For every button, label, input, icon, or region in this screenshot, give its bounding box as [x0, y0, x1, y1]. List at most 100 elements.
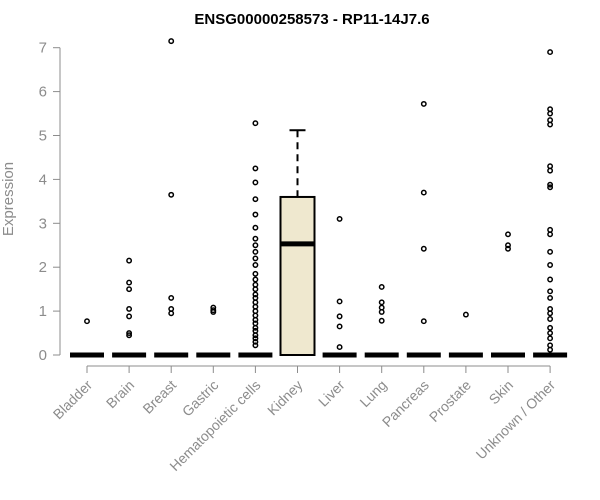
outlier-point: [252, 165, 259, 172]
chart-title: ENSG00000258573 - RP11-14J7.6: [194, 11, 429, 28]
y-tick-label: 5: [39, 128, 47, 145]
x-tick-label: Liver: [315, 377, 348, 410]
outlier-point: [252, 286, 259, 293]
outlier-point: [420, 189, 427, 196]
box-group: [406, 100, 441, 358]
outlier-point: [252, 262, 259, 268]
outlier-point: [168, 191, 175, 198]
outlier-point: [168, 294, 175, 301]
outlier-point: [547, 181, 554, 188]
x-tick-label: Prostate: [426, 377, 474, 425]
box-group: [364, 284, 399, 358]
outlier-point: [252, 270, 259, 277]
box-rect: [279, 195, 316, 356]
outlier-point: [336, 215, 343, 222]
outlier-point: [252, 335, 259, 342]
outlier-point: [462, 311, 469, 318]
outlier-point: [126, 330, 133, 336]
y-tick-label: 4: [39, 171, 47, 188]
outlier-point: [547, 310, 554, 317]
x-tick-label: Kidney: [264, 377, 306, 419]
x-tick-label: Pancreas: [379, 377, 432, 430]
outlier-point: [126, 305, 133, 312]
outlier-point: [505, 242, 511, 249]
outlier-point: [336, 344, 343, 351]
x-tick-label: Lung: [356, 377, 389, 410]
y-tick-label: 1: [39, 303, 47, 320]
box-group: [112, 257, 147, 358]
x-tick-label: Unknown / Other: [473, 377, 559, 463]
box-group: [279, 129, 316, 356]
outlier-point: [126, 332, 133, 339]
outlier-point: [547, 316, 554, 322]
outlier-point: [547, 121, 554, 128]
outlier-point: [378, 299, 385, 306]
outlier-point: [252, 235, 259, 242]
outlier-point: [547, 294, 554, 301]
outlier-point: [252, 196, 259, 203]
outlier-point: [420, 318, 427, 325]
outlier-point: [252, 291, 259, 298]
outlier-point: [252, 224, 259, 231]
y-tick-label: 2: [39, 259, 47, 276]
box-groups: [70, 38, 568, 358]
outlier-point: [126, 257, 133, 264]
outlier-point: [547, 231, 554, 238]
outlier-point: [168, 310, 175, 317]
y-tick-label: 7: [39, 40, 47, 57]
box-group: [196, 304, 231, 358]
outlier-point: [252, 179, 259, 186]
box-group: [533, 49, 568, 358]
box-group: [154, 38, 189, 358]
outlier-point: [126, 279, 133, 286]
outlier-point: [547, 110, 554, 117]
outlier-point: [547, 262, 554, 268]
y-tick-label: 0: [39, 347, 47, 364]
outlier-point: [547, 276, 554, 283]
outlier-point: [252, 332, 259, 339]
outlier-point: [252, 338, 259, 345]
outlier-point: [252, 342, 259, 349]
outlier-point: [378, 317, 385, 324]
x-tick-label: Brain: [103, 377, 137, 411]
outlier-point: [547, 248, 554, 255]
outlier-point: [378, 284, 385, 290]
outlier-point: [126, 313, 133, 320]
outlier-point: [547, 335, 554, 342]
outlier-point: [252, 276, 259, 283]
y-tick-label: 6: [39, 84, 47, 101]
outlier-point: [168, 38, 175, 45]
outlier-point: [378, 309, 385, 315]
outlier-point: [252, 316, 259, 323]
outlier-point: [547, 184, 554, 191]
outlier-point: [547, 49, 554, 56]
box-group: [70, 318, 104, 358]
box-group: [448, 311, 483, 358]
outlier-point: [420, 245, 427, 252]
outlier-point: [336, 313, 343, 320]
x-tick-label: Bladder: [50, 377, 96, 423]
box-group: [322, 215, 357, 358]
outlier-point: [547, 288, 554, 295]
outlier-point: [547, 167, 554, 174]
outlier-point: [252, 324, 259, 331]
outlier-point: [252, 211, 259, 218]
outlier-point: [547, 346, 554, 353]
outlier-point: [84, 318, 90, 325]
outlier-point: [210, 309, 217, 315]
outlier-point: [252, 255, 259, 262]
outlier-point: [505, 245, 511, 252]
outlier-point: [336, 298, 343, 305]
outlier-point: [505, 231, 511, 238]
outlier-point: [420, 100, 427, 107]
x-tick-label: Breast: [139, 377, 179, 417]
box-group: [491, 231, 525, 358]
outlier-point: [252, 242, 259, 249]
outlier-point: [126, 286, 133, 293]
outlier-point: [336, 323, 343, 330]
y-axis-label: Expression: [0, 162, 17, 236]
outlier-point: [547, 324, 554, 331]
outlier-point: [252, 120, 259, 127]
